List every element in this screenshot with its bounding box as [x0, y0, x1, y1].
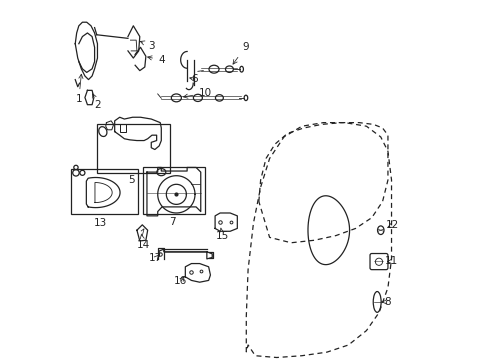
Text: 8: 8: [381, 297, 390, 307]
Text: 15: 15: [215, 228, 228, 241]
Text: 16: 16: [174, 276, 187, 286]
Text: 4: 4: [147, 55, 164, 65]
Text: 11: 11: [384, 256, 397, 266]
Text: 5: 5: [128, 175, 135, 185]
Text: 6: 6: [189, 74, 197, 84]
Text: 2: 2: [92, 94, 101, 110]
Text: 7: 7: [168, 217, 175, 227]
Text: 13: 13: [94, 218, 107, 228]
Text: 12: 12: [385, 220, 398, 230]
Text: 3: 3: [140, 41, 154, 50]
Text: 9: 9: [233, 42, 248, 64]
Text: 1: 1: [75, 74, 83, 104]
Text: 14: 14: [137, 234, 150, 249]
Text: 17: 17: [149, 253, 162, 263]
Text: 10: 10: [183, 88, 211, 98]
